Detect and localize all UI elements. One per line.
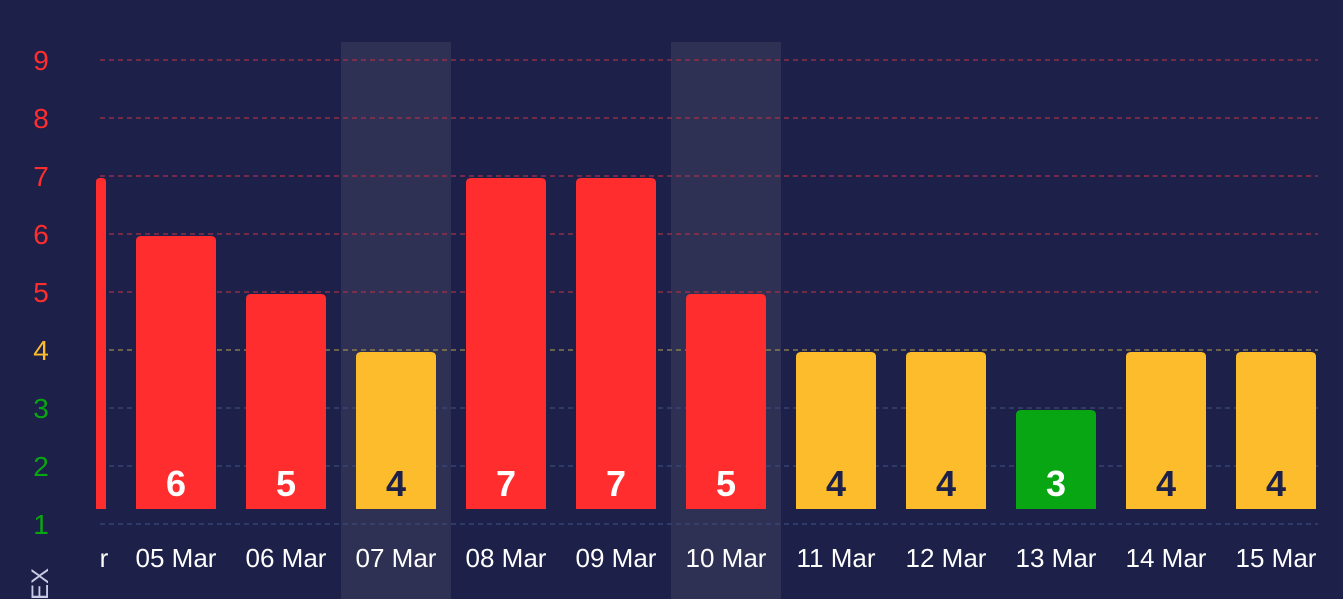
x-tick-label-12-mar: 12 Mar [906, 543, 987, 573]
data-label-10-mar: 5 [716, 463, 736, 504]
bar-07-mar [356, 352, 436, 509]
bar-14-mar [1126, 352, 1206, 509]
y-tick-label-1: 1 [33, 509, 49, 540]
data-label-14-mar: 4 [1156, 463, 1176, 504]
x-tick-label-10-mar: 10 Mar [686, 543, 767, 573]
x-tick-label-08-mar: 08 Mar [466, 543, 547, 573]
data-label-05-mar: 6 [166, 463, 186, 504]
x-tick-label-05-mar: 05 Mar [136, 543, 217, 573]
data-label-12-mar: 4 [936, 463, 956, 504]
data-label-08-mar: 7 [496, 463, 516, 504]
y-axis-title: EX [27, 568, 54, 599]
y-tick-label-3: 3 [33, 393, 49, 424]
y-axis: 9 8 7 6 5 4 3 2 1 [33, 45, 49, 540]
y-tick-label-5: 5 [33, 277, 49, 308]
data-label-15-mar: 4 [1266, 463, 1286, 504]
y-tick-label-7: 7 [33, 161, 49, 192]
y-tick-label-9: 9 [33, 45, 49, 76]
x-tick-label-13-mar: 13 Mar [1016, 543, 1097, 573]
x-tick-label-06-mar: 06 Mar [246, 543, 327, 573]
bar-11-mar [796, 352, 876, 509]
y-tick-label-4: 4 [33, 335, 49, 366]
x-tick-label-15-mar: 15 Mar [1236, 543, 1317, 573]
data-label-09-mar: 7 [606, 463, 626, 504]
bar-12-mar [906, 352, 986, 509]
highlight-band-07-mar [341, 42, 451, 599]
x-tick-label-09-mar: 09 Mar [576, 543, 657, 573]
bar-05-mar [136, 236, 216, 509]
x-axis: r 05 Mar 06 Mar 07 Mar 08 Mar 09 Mar 10 Mar 11 … [100, 543, 1317, 573]
data-label-07-mar: 4 [386, 463, 406, 504]
x-tick-label-11-mar: 11 Mar [797, 543, 876, 573]
bar-08-mar [466, 178, 546, 509]
data-label-06-mar: 5 [276, 463, 296, 504]
bar-10-mar [686, 294, 766, 509]
y-tick-label-2: 2 [33, 451, 49, 482]
x-tick-label-partial: r [100, 543, 109, 573]
data-label-11-mar: 4 [826, 463, 846, 504]
y-tick-label-8: 8 [33, 103, 49, 134]
bar-13-mar [1016, 410, 1096, 509]
x-tick-label-07-mar: 07 Mar [356, 543, 437, 573]
bar-06-mar [246, 294, 326, 509]
bar-partial [96, 178, 106, 509]
x-tick-label-14-mar: 14 Mar [1126, 543, 1207, 573]
bar-15-mar [1236, 352, 1316, 509]
bar-09-mar [576, 178, 656, 509]
bars: 6 5 4 7 7 5 4 4 3 4 4 [96, 178, 1316, 509]
data-label-13-mar: 3 [1046, 463, 1066, 504]
y-tick-label-6: 6 [33, 219, 49, 250]
